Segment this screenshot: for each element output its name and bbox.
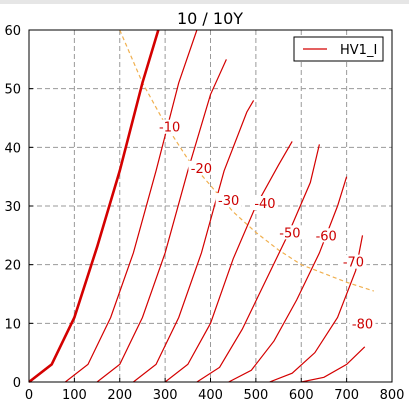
curve-labels: -10 -20 -30 -40 -50 -60 -70 -80: [156, 119, 376, 332]
legend-label: HV1_I: [340, 43, 377, 58]
window-top-strip: [0, 0, 409, 4]
x-tick-label: 0: [25, 388, 33, 403]
curve-label-bg: [349, 316, 376, 331]
series-line-6: [228, 176, 348, 383]
series-line-8: [301, 346, 366, 383]
grid-lines: [29, 30, 392, 382]
chart-title: 10 / 10Y: [177, 9, 243, 28]
curve-label-bg: [276, 225, 303, 240]
curve-label: -20: [191, 162, 212, 177]
curve-label: -40: [254, 197, 275, 212]
x-tick-label: 600: [289, 388, 314, 403]
series-line-3: [132, 100, 255, 383]
x-tick-label: 300: [153, 388, 178, 403]
curve-label-bg: [313, 228, 340, 243]
y-tick-label: 30: [4, 200, 21, 215]
curves: [28, 29, 366, 384]
x-tick-label: 200: [107, 388, 132, 403]
load-line-path: [119, 29, 375, 292]
legend: HV1_I: [293, 36, 384, 62]
curve-label-bg: [340, 254, 367, 269]
y-tick-label: 40: [4, 141, 21, 156]
y-tick-label: 50: [4, 83, 21, 98]
load-line: [119, 29, 375, 292]
series-line-2: [96, 59, 227, 383]
curve-label-bg: [188, 160, 215, 175]
curve-label-bg: [251, 196, 278, 210]
series-line-5: [196, 144, 320, 383]
series-line-0: [28, 29, 160, 384]
curve-label: -30: [218, 194, 239, 209]
y-tick-label: 0: [13, 376, 21, 391]
x-tick-label: 800: [380, 388, 405, 403]
y-tick-label: 20: [4, 259, 21, 274]
curve-label: -50: [279, 226, 300, 241]
series-line-1: [64, 29, 198, 383]
x-tick-label: 400: [198, 388, 223, 403]
x-tick-label: 500: [243, 388, 268, 403]
series-line-4: [164, 141, 293, 383]
curve-label-bg: [215, 193, 242, 208]
curve-label-bg: [156, 119, 183, 134]
x-tick-label: 100: [62, 388, 87, 403]
curve-label: -70: [343, 256, 364, 271]
axis-ticks: 0 100 200 300 400 500 600 700 800 0 10 20 30 40 50 60: [4, 24, 404, 403]
curve-label: -80: [352, 317, 373, 332]
y-tick-label: 10: [4, 317, 21, 332]
curve-label: -60: [316, 229, 337, 244]
y-tick-label: 60: [4, 24, 21, 39]
x-tick-label: 700: [334, 388, 359, 403]
curve-label: -10: [159, 121, 180, 136]
